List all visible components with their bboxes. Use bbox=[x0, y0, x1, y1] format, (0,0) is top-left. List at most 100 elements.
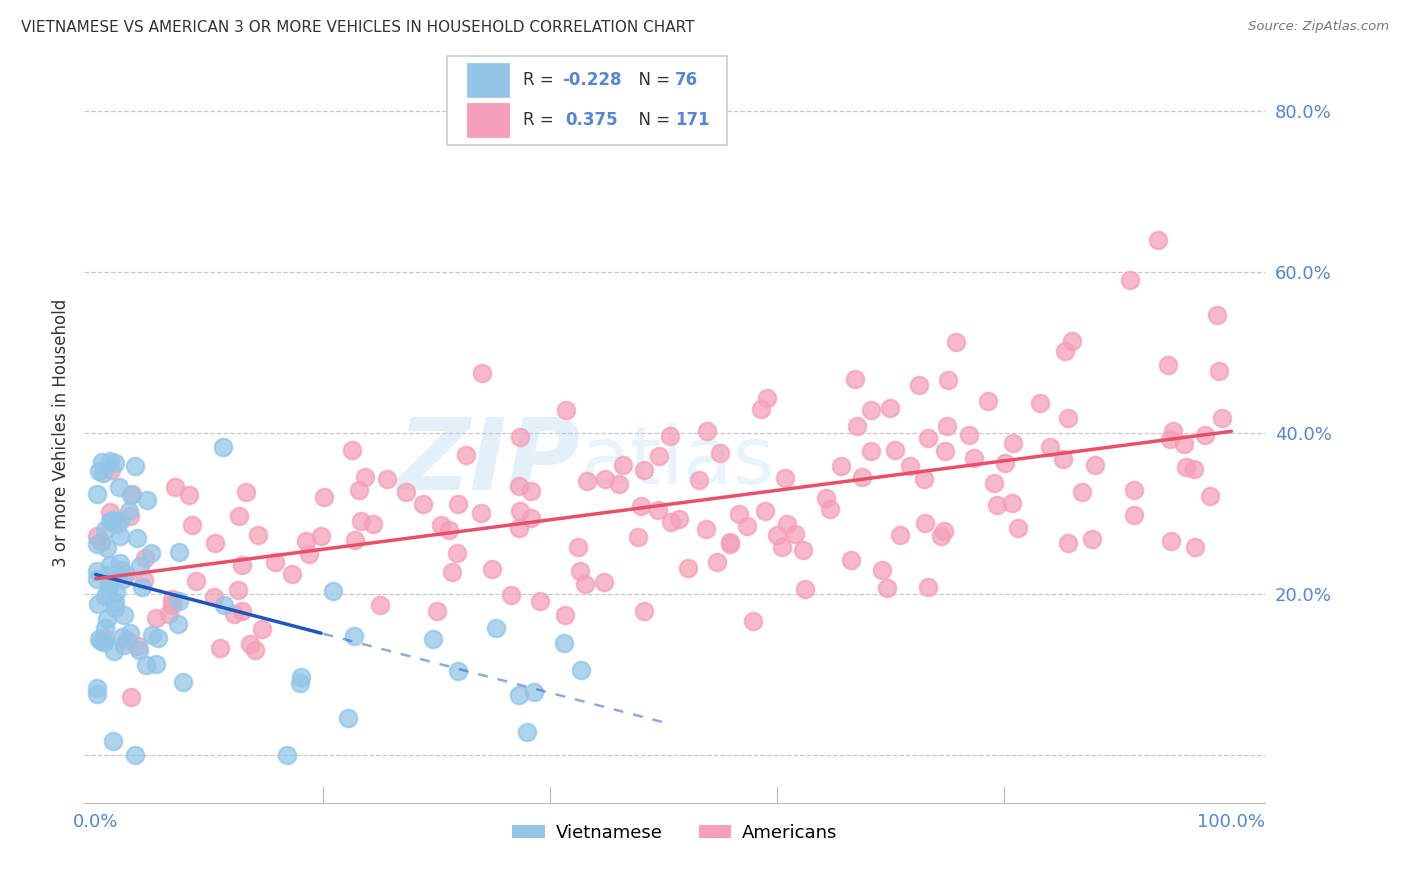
Point bbox=[1174, 459, 1197, 474]
Point bbox=[1157, 359, 1180, 373]
Point bbox=[104, 456, 127, 470]
Point bbox=[501, 588, 523, 602]
Point bbox=[162, 598, 184, 612]
Point bbox=[342, 629, 364, 643]
Point bbox=[94, 622, 117, 636]
Point bbox=[696, 424, 718, 438]
Point bbox=[770, 541, 793, 555]
Point bbox=[136, 493, 159, 508]
Point bbox=[1001, 436, 1024, 450]
Point bbox=[957, 428, 980, 442]
Text: Source: ZipAtlas.com: Source: ZipAtlas.com bbox=[1249, 20, 1389, 33]
Point bbox=[839, 553, 862, 567]
Point bbox=[1084, 458, 1107, 473]
Point bbox=[900, 458, 922, 473]
Point bbox=[1053, 344, 1076, 359]
Point bbox=[354, 470, 377, 484]
Point bbox=[167, 544, 190, 558]
Point bbox=[184, 574, 207, 588]
Point bbox=[907, 378, 929, 392]
Point bbox=[659, 515, 682, 529]
Text: 76: 76 bbox=[675, 71, 697, 89]
Point bbox=[309, 529, 332, 543]
Point bbox=[104, 595, 127, 609]
Text: atlas: atlas bbox=[581, 423, 775, 501]
Point bbox=[1118, 273, 1140, 287]
Point bbox=[94, 523, 117, 537]
Point bbox=[134, 573, 156, 587]
Point bbox=[1160, 533, 1182, 548]
Point bbox=[846, 419, 869, 434]
Point bbox=[879, 401, 901, 416]
Point bbox=[110, 563, 132, 577]
Point bbox=[1001, 496, 1024, 510]
Point bbox=[322, 584, 344, 599]
Point bbox=[86, 528, 108, 542]
Point bbox=[295, 533, 318, 548]
Point bbox=[98, 567, 121, 582]
Point bbox=[612, 458, 634, 472]
Point bbox=[298, 547, 321, 561]
Point bbox=[454, 448, 477, 462]
Point bbox=[87, 464, 110, 478]
Point bbox=[742, 614, 765, 628]
Point bbox=[111, 631, 134, 645]
Text: 171: 171 bbox=[675, 112, 710, 129]
Point bbox=[87, 597, 110, 611]
Point bbox=[90, 633, 112, 648]
Point bbox=[118, 504, 141, 518]
Point bbox=[312, 490, 335, 504]
Point bbox=[177, 488, 200, 502]
Point bbox=[128, 642, 150, 657]
Point bbox=[349, 483, 371, 497]
Point bbox=[146, 631, 169, 645]
Point bbox=[231, 604, 253, 618]
Point bbox=[124, 458, 146, 473]
Point bbox=[125, 531, 148, 545]
Point bbox=[859, 443, 882, 458]
Point bbox=[290, 669, 312, 683]
Point bbox=[935, 418, 957, 433]
Point bbox=[115, 566, 138, 581]
Point bbox=[607, 476, 630, 491]
Point bbox=[91, 455, 114, 469]
Point bbox=[93, 635, 115, 649]
Point bbox=[1007, 520, 1029, 534]
Point bbox=[658, 429, 681, 443]
Point bbox=[98, 514, 121, 528]
Point bbox=[105, 584, 128, 599]
Point bbox=[288, 676, 311, 690]
Point bbox=[775, 471, 797, 485]
Point bbox=[727, 508, 749, 522]
Point bbox=[108, 514, 131, 528]
Point bbox=[1194, 427, 1216, 442]
Point bbox=[395, 485, 418, 500]
Point bbox=[377, 472, 399, 486]
Point bbox=[963, 450, 986, 465]
Point bbox=[412, 497, 434, 511]
Point bbox=[529, 593, 551, 607]
Point bbox=[815, 491, 838, 505]
Point bbox=[709, 446, 731, 460]
Point bbox=[94, 631, 117, 645]
Point bbox=[98, 504, 121, 518]
Point bbox=[250, 623, 273, 637]
Text: N =: N = bbox=[628, 112, 676, 129]
Point bbox=[98, 454, 121, 468]
Point bbox=[101, 515, 124, 529]
Point bbox=[1057, 535, 1080, 549]
Point bbox=[593, 575, 616, 590]
Point bbox=[688, 473, 710, 487]
Point bbox=[139, 546, 162, 560]
Point bbox=[231, 558, 253, 573]
Point bbox=[1052, 452, 1074, 467]
Point bbox=[426, 604, 449, 618]
Point bbox=[344, 533, 367, 548]
Point bbox=[508, 689, 530, 703]
Point bbox=[1060, 334, 1083, 349]
Point bbox=[678, 561, 700, 575]
Point bbox=[574, 577, 596, 591]
Point bbox=[627, 530, 650, 544]
Legend: Vietnamese, Americans: Vietnamese, Americans bbox=[505, 817, 845, 849]
Point bbox=[163, 480, 186, 494]
